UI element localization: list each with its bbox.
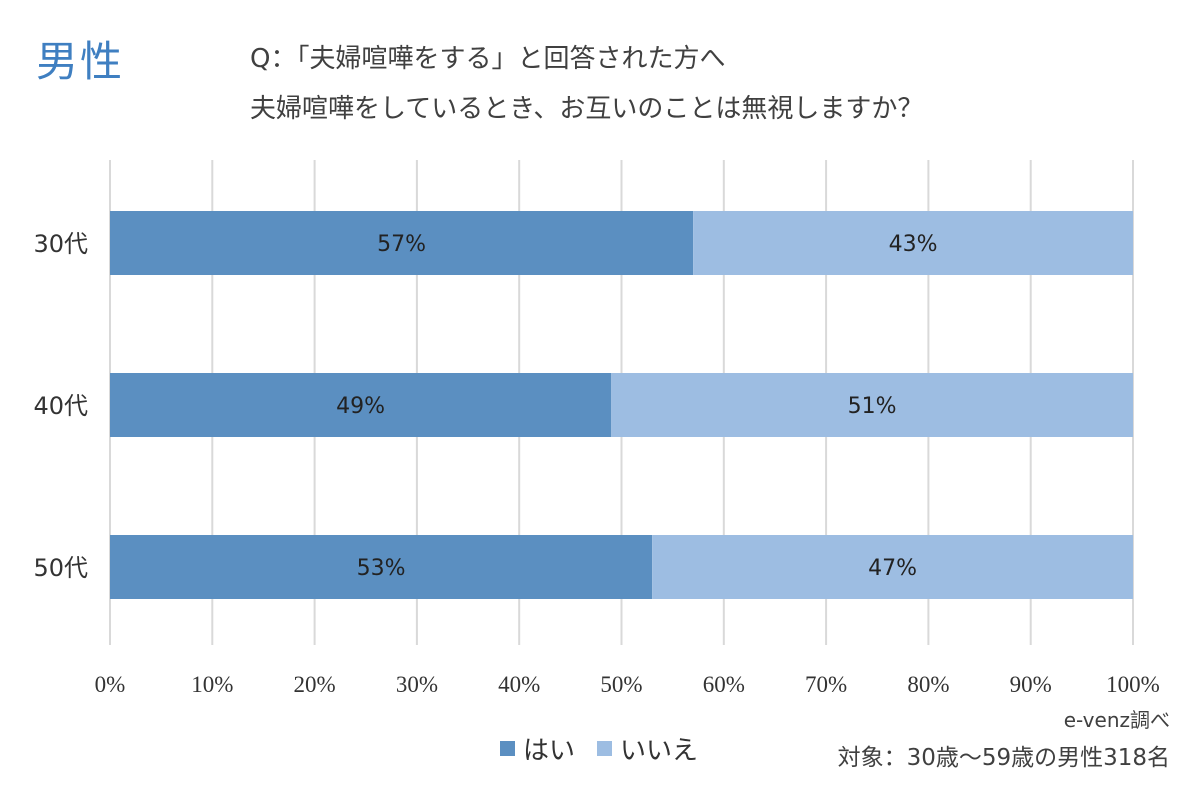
bar-segment — [611, 373, 1133, 437]
x-tick-label: 50% — [600, 672, 642, 697]
x-tick-label: 20% — [294, 672, 336, 697]
data-label: 53% — [357, 556, 406, 581]
bar-segment — [110, 211, 694, 275]
data-labels: 57% 43% 49% 51% 53% 47% — [336, 232, 937, 581]
legend-label-yes: はい — [523, 736, 576, 766]
x-tick-label: 40% — [498, 672, 540, 697]
data-label: 57% — [377, 232, 426, 257]
legend-swatch-yes — [500, 741, 515, 756]
category-label: 50代 — [33, 554, 88, 582]
x-tick-labels: 0% 10% 20% 30% 40% 50% 60% 70% 80% 90% 100% — [95, 672, 1160, 697]
question-line-2: 夫婦喧嘩をしているとき、お互いのことは無視しますか？ — [250, 94, 924, 124]
legend-item-yes: はい — [500, 730, 575, 767]
x-tick-label: 10% — [191, 672, 233, 697]
x-tick-label: 100% — [1106, 672, 1160, 697]
bar-segment — [110, 535, 653, 599]
x-tick-label: 30% — [396, 672, 438, 697]
bar-segment — [110, 373, 612, 437]
x-tick-label: 70% — [805, 672, 847, 697]
legend-label-no: いいえ — [620, 736, 699, 766]
bar-segment — [693, 211, 1133, 275]
question-text: Q：「夫婦喧嘩をする」と回答された方へ 夫婦喧嘩をしているとき、お互いのことは無… — [250, 34, 923, 134]
gender-label: 男性 — [36, 37, 125, 86]
legend: はい いいえ — [500, 730, 720, 767]
question-line-1: Q：「夫婦喧嘩をする」と回答された方へ — [250, 44, 726, 74]
data-label: 47% — [868, 556, 917, 581]
bar-segment — [652, 535, 1133, 599]
category-label: 40代 — [33, 392, 88, 420]
stacked-bar-chart: 57% 43% 49% 51% 53% 47% 30代 40代 50代 0% 10% 20% 30%… — [33, 160, 1160, 697]
x-tick-label: 60% — [703, 672, 745, 697]
x-tick-label: 80% — [907, 672, 949, 697]
category-label: 30代 — [33, 230, 88, 258]
legend-swatch-no — [597, 741, 613, 756]
x-tick-label: 90% — [1010, 672, 1052, 697]
target-note: 対象：30歳～59歳の男性318名 — [837, 745, 1170, 771]
source-note: e-venz調べ — [1063, 708, 1170, 732]
category-labels: 30代 40代 50代 — [33, 230, 88, 582]
x-tick-label: 0% — [95, 672, 126, 697]
data-label: 49% — [336, 394, 385, 419]
legend-item-no: いいえ — [597, 730, 698, 767]
data-label: 43% — [889, 232, 938, 257]
bars — [110, 211, 1133, 599]
data-label: 51% — [848, 394, 897, 419]
